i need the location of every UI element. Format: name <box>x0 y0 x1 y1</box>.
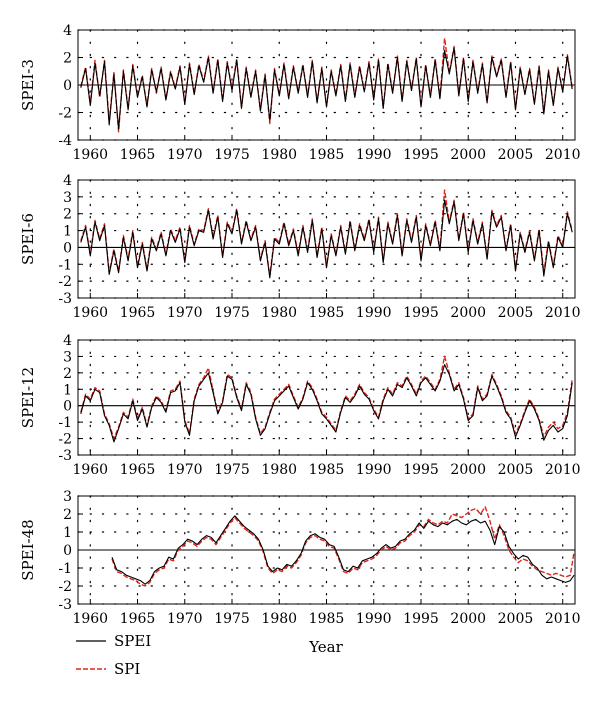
y-axis-label: SPEI-3 <box>19 59 37 111</box>
x-tick-label: 1990 <box>356 462 392 478</box>
x-tick-label: 2005 <box>498 611 534 627</box>
x-tick-label: 1985 <box>309 147 345 163</box>
x-tick-label: 1970 <box>167 611 203 627</box>
x-tick-label: 2000 <box>450 305 486 321</box>
x-tick-label: 1980 <box>261 305 297 321</box>
spei-series-line <box>111 515 575 585</box>
x-tick-label: 1960 <box>72 611 108 627</box>
y-tick-label: -3 <box>58 291 72 307</box>
x-tick-label: 1970 <box>167 147 203 163</box>
spi-series-line <box>111 506 575 587</box>
x-tick-label: 1965 <box>120 462 156 478</box>
spei-series-line <box>80 47 573 130</box>
x-tick-label: 1975 <box>214 462 250 478</box>
y-tick-label: -2 <box>58 106 72 122</box>
x-tick-label: 2000 <box>450 147 486 163</box>
legend-label-spi: SPI <box>114 660 140 678</box>
x-tick-label: 1990 <box>356 611 392 627</box>
y-tick-label: 0 <box>63 543 72 559</box>
x-tick-label: 1975 <box>214 305 250 321</box>
y-tick-label: 2 <box>63 207 72 223</box>
x-tick-label: 1990 <box>356 305 392 321</box>
y-tick-label: 4 <box>63 333 72 349</box>
y-tick-label: 4 <box>63 173 72 189</box>
x-tick-label: 2010 <box>545 147 581 163</box>
y-tick-label: 2 <box>63 507 72 523</box>
y-tick-label: 1 <box>63 382 72 398</box>
x-tick-label: 1995 <box>403 147 439 163</box>
x-axis-title: Year <box>308 638 343 656</box>
y-tick-label: -2 <box>58 579 72 595</box>
y-tick-label: -2 <box>58 274 72 290</box>
x-tick-label: 2000 <box>450 462 486 478</box>
spei-series-line <box>80 364 573 443</box>
y-axis-label: SPEI-48 <box>19 519 37 580</box>
x-tick-label: 1970 <box>167 462 203 478</box>
x-tick-label: 1960 <box>72 305 108 321</box>
y-tick-label: -3 <box>58 448 72 464</box>
y-tick-label: 3 <box>63 190 72 206</box>
y-tick-label: 2 <box>63 51 72 67</box>
y-tick-label: -1 <box>58 561 72 577</box>
y-tick-label: 1 <box>63 224 72 240</box>
x-tick-label: 2010 <box>545 462 581 478</box>
y-tick-label: -3 <box>58 597 72 613</box>
x-tick-label: 1965 <box>120 611 156 627</box>
x-tick-label: 1995 <box>403 462 439 478</box>
x-tick-label: 1985 <box>309 305 345 321</box>
spei-series-line <box>80 199 573 279</box>
y-tick-label: 0 <box>63 240 72 256</box>
y-axis-label: SPEI-6 <box>19 213 37 265</box>
x-tick-label: 1960 <box>72 462 108 478</box>
x-tick-label: 1985 <box>309 611 345 627</box>
x-tick-label: 1980 <box>261 611 297 627</box>
x-tick-label: 1985 <box>309 462 345 478</box>
x-tick-label: 1960 <box>72 147 108 163</box>
x-tick-label: 1965 <box>120 147 156 163</box>
x-tick-label: 1995 <box>403 611 439 627</box>
plot-frame <box>77 179 576 299</box>
y-tick-label: 2 <box>63 366 72 382</box>
y-tick-label: 3 <box>63 349 72 365</box>
y-tick-label: 1 <box>63 525 72 541</box>
x-tick-label: 2005 <box>498 462 534 478</box>
legend: SPEI SPI <box>76 632 151 678</box>
panel-spei-3: -4 -2 0 2 4 1960 1965 1970 1975 1980 1985 1990 1995 2… <box>19 23 581 163</box>
y-tick-label: -1 <box>58 415 72 431</box>
x-tick-label: 1975 <box>214 147 250 163</box>
x-tick-label: 2010 <box>545 305 581 321</box>
x-tick-label: 1970 <box>167 305 203 321</box>
y-tick-label: -2 <box>58 432 72 448</box>
y-tick-label: -4 <box>58 133 72 149</box>
panel-spei-48: -3 -2 -1 0 1 2 3 1960 1965 1970 1975 1980 1985 1990 19… <box>19 489 581 627</box>
x-tick-label: 2005 <box>498 147 534 163</box>
x-tick-label: 1995 <box>403 305 439 321</box>
y-tick-label: 3 <box>63 489 72 505</box>
y-tick-label: 0 <box>63 78 72 94</box>
y-axis-label: SPEI-12 <box>19 367 37 428</box>
x-tick-label: 1990 <box>356 147 392 163</box>
x-tick-label: 1965 <box>120 305 156 321</box>
x-tick-label: 1975 <box>214 611 250 627</box>
y-tick-label: -1 <box>58 257 72 273</box>
y-tick-label: 0 <box>63 399 72 415</box>
x-tick-label: 1980 <box>261 147 297 163</box>
y-tick-label: 4 <box>63 23 72 39</box>
legend-label-spei: SPEI <box>114 632 151 650</box>
x-tick-label: 2000 <box>450 611 486 627</box>
x-tick-label: 2005 <box>498 305 534 321</box>
x-tick-label: 1980 <box>261 462 297 478</box>
x-tick-label: 2010 <box>545 611 581 627</box>
